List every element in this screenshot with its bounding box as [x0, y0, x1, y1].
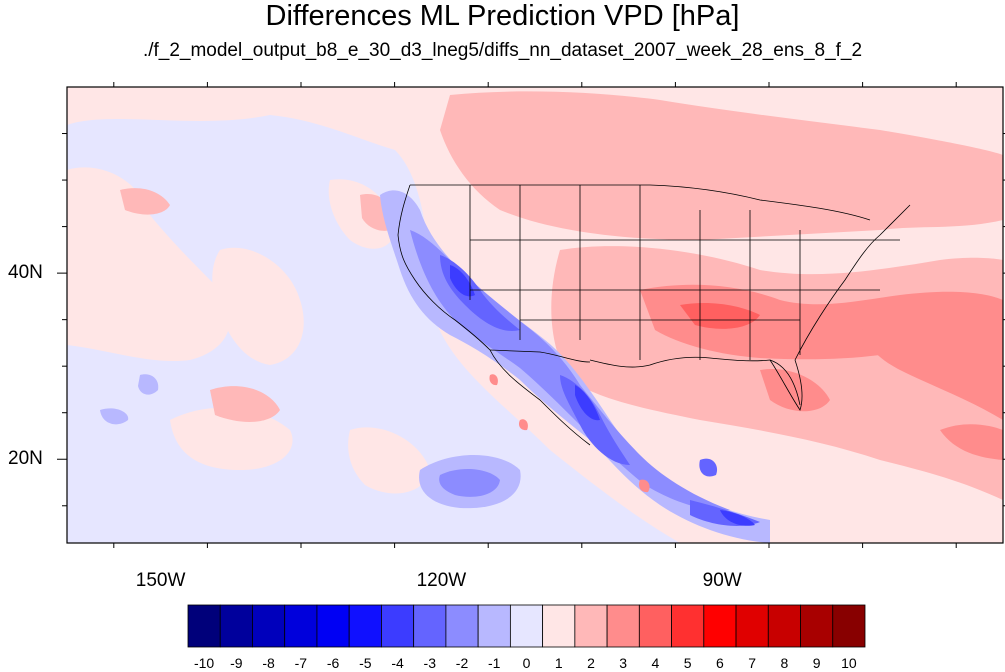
mexico-border — [489, 349, 591, 363]
colorbar-label: -8 — [262, 655, 275, 671]
colorbar-label: -5 — [359, 655, 372, 671]
colorbar-label: -1 — [488, 655, 501, 671]
lon-label: 150W — [135, 570, 186, 591]
colorbar-swatch — [606, 604, 640, 648]
colorbar-label: -2 — [455, 655, 469, 671]
canada-border — [410, 184, 871, 221]
colorbar — [187, 604, 866, 648]
pacific-coastline — [397, 184, 491, 351]
colorbar-label: 7 — [748, 655, 757, 671]
level-minus3-region — [439, 468, 500, 497]
colorbar-label: 10 — [841, 655, 857, 671]
gulf-coastline — [589, 356, 801, 406]
state-lines — [469, 185, 900, 360]
blue-band-outer — [380, 190, 770, 543]
colorbar-swatch — [509, 604, 544, 648]
axis-ticks — [57, 82, 1005, 548]
colorbar-swatch — [219, 604, 253, 648]
colorbar-label: 2 — [587, 655, 595, 671]
colorbar-label: -3 — [423, 655, 436, 671]
colorbar-label: 0 — [522, 655, 531, 671]
colorbar-swatch — [348, 604, 382, 648]
colorbar-swatch — [477, 604, 511, 648]
colorbar-label: 4 — [651, 655, 660, 671]
colorbar-swatch — [316, 604, 350, 648]
lat-label: 40N — [8, 262, 43, 284]
colorbar-label: 3 — [619, 655, 628, 671]
colorbar-label: 1 — [554, 655, 563, 671]
baja-coastline — [489, 349, 591, 446]
colorbar-label: 9 — [812, 655, 821, 671]
colorbar-swatch — [187, 604, 221, 648]
colorbar-swatch — [381, 604, 415, 648]
chart-title: Differences ML Prediction VPD [hPa] — [265, 0, 740, 32]
colorbar-swatch — [252, 604, 286, 648]
atlantic-coastline — [794, 204, 911, 361]
colorbar-label: 6 — [716, 655, 724, 671]
colorbar-label: -9 — [230, 655, 243, 671]
lon-label: 90W — [702, 570, 742, 591]
colorbar-swatch — [413, 604, 447, 648]
level-plus3-region — [640, 284, 1003, 460]
colorbar-label: -4 — [391, 655, 404, 671]
colorbar-label: 8 — [780, 655, 789, 671]
plot-frame — [66, 86, 1004, 544]
colorbar-swatch — [671, 604, 705, 648]
colorbar-label: 5 — [683, 655, 692, 671]
colorbar-swatch — [574, 604, 608, 648]
lon-label: 120W — [416, 570, 467, 591]
colorbar-swatch — [542, 604, 576, 648]
colorbar-swatch — [703, 604, 737, 648]
colorbar-label: -7 — [294, 655, 308, 671]
coastlines-and-borders — [397, 184, 911, 446]
lat-label: 20N — [8, 448, 43, 470]
colorbar-swatch — [832, 604, 866, 648]
contour-field — [67, 87, 1003, 543]
colorbar-label: -6 — [326, 655, 340, 671]
blue-band-dark — [450, 265, 755, 526]
colorbar-swatch — [800, 604, 834, 648]
colorbar-swatch — [767, 604, 801, 648]
colorbar-swatch — [735, 604, 769, 648]
level-plus1-region — [67, 167, 430, 494]
level-plus3-speckles — [489, 374, 650, 493]
florida-coastline — [769, 359, 803, 411]
colorbar-swatch — [284, 604, 318, 648]
colorbar-swatch — [445, 604, 479, 648]
colorbar-swatch — [638, 604, 672, 648]
chart-subtitle: ./f_2_model_output_b8_e_30_d3_lneg5/diff… — [142, 40, 863, 61]
blue-band-mid — [410, 230, 730, 511]
colorbar-label: -10 — [193, 655, 215, 671]
